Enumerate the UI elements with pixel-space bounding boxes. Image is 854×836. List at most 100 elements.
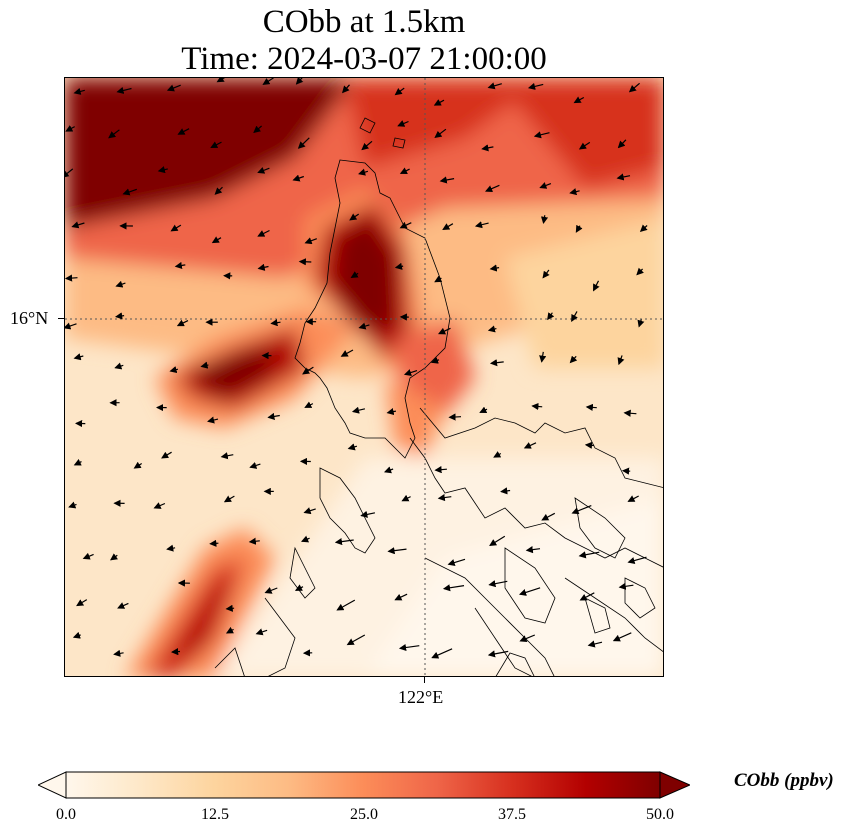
wind-vector-arrow (403, 369, 418, 377)
wind-vector-arrow (65, 322, 77, 330)
wind-vector-arrow (171, 648, 181, 656)
wind-vector-arrow (346, 634, 366, 646)
wind-vector-arrow (487, 82, 502, 90)
wind-vector-arrow (262, 78, 274, 85)
lat-tick-mark (58, 318, 64, 319)
wind-vector-arrow (169, 366, 179, 374)
wind-vector-arrow (303, 507, 316, 515)
wind-vector-arrow (442, 223, 454, 231)
wind-vector-arrow (621, 467, 631, 475)
wind-vector-arrow (117, 602, 129, 609)
wind-vector-arrow (68, 501, 77, 509)
wind-vector-arrow (73, 87, 85, 95)
wind-vector-arrow (115, 280, 126, 288)
wind-vector-arrow (248, 537, 260, 545)
wind-vector-arrow (249, 462, 261, 469)
wind-vector-arrow (569, 355, 578, 364)
wind-vector-arrow (474, 221, 489, 229)
wind-vector-arrow (270, 319, 281, 327)
wind-vector-arrow (71, 221, 85, 229)
wind-vector-arrow (519, 634, 536, 642)
wind-vector-arrow (584, 441, 595, 449)
wind-vector-arrow (489, 264, 500, 272)
wind-vector-arrow (579, 592, 595, 601)
wind-vector-arrow (623, 409, 637, 417)
colorbar-extend-min (36, 771, 67, 799)
wind-vector-arrow (76, 599, 88, 607)
wind-vector-arrow (334, 538, 354, 546)
wind-vector-arrow (336, 599, 356, 611)
wind-vector-arrow (115, 312, 125, 320)
colorbar-tick-3: 37.5 (498, 806, 526, 823)
wind-vector-arrow (170, 224, 182, 232)
wind-vector-arrow (72, 631, 81, 639)
wind-vector-arrow (304, 237, 318, 245)
wind-vector-arrow (177, 128, 190, 135)
wind-vector-arrow (207, 416, 219, 424)
wind-vector-arrow (585, 403, 597, 412)
wind-vector-arrow (225, 626, 234, 634)
wind-vector-arrow (569, 188, 580, 196)
wind-vector-arrow (350, 271, 359, 279)
wind-vector-arrow (267, 412, 280, 420)
wind-vector-arrow (639, 224, 648, 233)
wind-vector-arrow (294, 584, 304, 591)
wind-vector-arrow (349, 213, 360, 221)
wind-vector-arrow (575, 224, 583, 233)
wind-vector-arrow (593, 280, 600, 292)
wind-vector-arrow (571, 311, 578, 322)
wind-vector-arrow (298, 258, 312, 266)
wind-vector-arrow (488, 580, 508, 588)
wind-vector-arrow (210, 141, 222, 149)
wind-vector-arrow (442, 584, 465, 592)
colorbar-tick-1: 12.5 (201, 806, 229, 823)
wind-vector-arrow (448, 413, 462, 421)
wind-vector-arrow (257, 263, 269, 271)
wind-vector-arrow (358, 168, 369, 176)
wind-vectors (65, 78, 648, 659)
concentration-field (65, 78, 663, 676)
wind-vector-arrow (113, 649, 124, 657)
wind-vector-arrow (447, 558, 466, 566)
wind-vector-arrow (628, 82, 640, 93)
wind-vector-arrow (114, 362, 124, 370)
map-panel[interactable] (64, 77, 664, 677)
wind-vector-arrow (225, 604, 235, 612)
wind-vector-arrow (292, 174, 304, 182)
wind-vector-arrow (351, 406, 366, 414)
wind-vector-arrow (108, 129, 120, 139)
wind-vector-arrow (547, 312, 555, 321)
lat-tick-label: 16°N (10, 308, 49, 328)
wind-vector-arrow (223, 495, 235, 503)
wind-vector-arrow (394, 593, 408, 601)
wind-vector-arrow (220, 452, 234, 460)
wind-vector-arrow (65, 274, 78, 282)
wind-vector-arrow (253, 125, 262, 134)
wind-vector-arrow (216, 78, 226, 83)
wind-vector-arrow (578, 141, 591, 150)
wind-vector-arrow (257, 229, 270, 237)
wind-vector-arrow (637, 319, 645, 328)
wind-vector-arrow (347, 443, 358, 451)
wind-vector-arrow (211, 236, 222, 244)
wind-vector-arrow (434, 128, 447, 139)
colorbar-bar (65, 771, 661, 799)
wind-vector-arrow (401, 494, 411, 502)
wind-vector-arrow (397, 120, 409, 127)
wind-vector-arrow (578, 551, 600, 559)
wind-vector-arrow (166, 84, 181, 92)
wind-vector-arrow (489, 359, 504, 367)
wind-vector-arrow (394, 262, 404, 270)
wind-vector-arrow (430, 356, 440, 364)
wind-vector-arrow (573, 96, 585, 104)
wind-vector-arrow (500, 487, 511, 495)
wind-vector-arrow (302, 366, 314, 375)
wind-vector-arrow (394, 87, 405, 96)
wind-vector-arrow (174, 261, 186, 270)
wind-vector-arrow (479, 406, 488, 414)
wind-vector-arrow (300, 535, 310, 543)
wind-vector-arrow (438, 327, 451, 335)
wind-vector-arrow (116, 86, 132, 94)
wind-vector-arrow (297, 137, 310, 149)
wind-vector-arrow (214, 186, 223, 195)
